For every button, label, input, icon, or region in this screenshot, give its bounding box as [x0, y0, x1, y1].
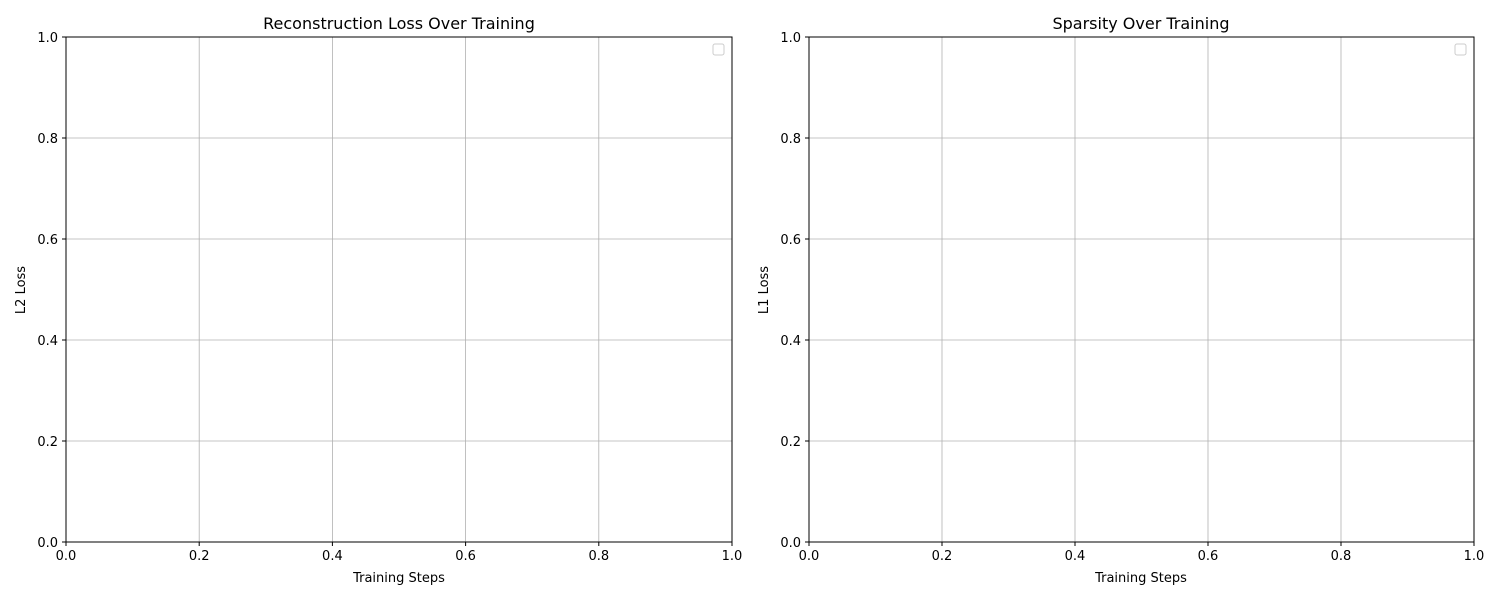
- y-tick-label: 0.0: [37, 536, 58, 551]
- y-tick-label: 0.2: [37, 435, 58, 450]
- chart-title: Reconstruction Loss Over Training: [263, 14, 535, 33]
- legend-box: [712, 43, 725, 56]
- x-axis-label: Training Steps: [352, 571, 445, 586]
- sparsity-chart: Sparsity Over Training Training Steps L1…: [757, 14, 1484, 586]
- y-tick-label: 0.8: [780, 132, 801, 147]
- y-tick-label: 0.6: [37, 233, 58, 248]
- y-tick-label: 0.8: [37, 132, 58, 147]
- x-tick-label: 0.8: [588, 549, 609, 564]
- y-tick-label: 0.0: [780, 536, 801, 551]
- chart-title: Sparsity Over Training: [1052, 14, 1229, 33]
- y-tick-label: 1.0: [780, 31, 801, 46]
- y-axis-label: L2 Loss: [14, 266, 29, 314]
- legend-box: [1454, 43, 1467, 56]
- x-tick-label: 0.4: [322, 549, 343, 564]
- x-tick-label: 0.2: [932, 549, 953, 564]
- x-tick-label: 0.4: [1065, 549, 1086, 564]
- y-tick-label: 0.4: [780, 334, 801, 349]
- x-tick-label: 1.0: [1464, 549, 1485, 564]
- x-tick-label: 0.8: [1331, 549, 1352, 564]
- y-tick-label: 1.0: [37, 31, 58, 46]
- y-tick-label: 0.2: [780, 435, 801, 450]
- x-tick-label: 0.6: [1198, 549, 1219, 564]
- x-tick-label: 0.6: [455, 549, 476, 564]
- reconstruction-loss-chart: Reconstruction Loss Over Training Traini…: [14, 14, 742, 586]
- x-axis-label: Training Steps: [1094, 571, 1187, 586]
- plot-frame: [808, 36, 1475, 543]
- x-tick-label: 1.0: [722, 549, 743, 564]
- x-tick-label: 0.0: [56, 549, 77, 564]
- x-tick-label: 0.2: [189, 549, 210, 564]
- x-tick-label: 0.0: [799, 549, 820, 564]
- y-tick-label: 0.4: [37, 334, 58, 349]
- y-tick-label: 0.6: [780, 233, 801, 248]
- plot-frame: [65, 36, 733, 543]
- y-axis-label: L1 Loss: [757, 266, 772, 314]
